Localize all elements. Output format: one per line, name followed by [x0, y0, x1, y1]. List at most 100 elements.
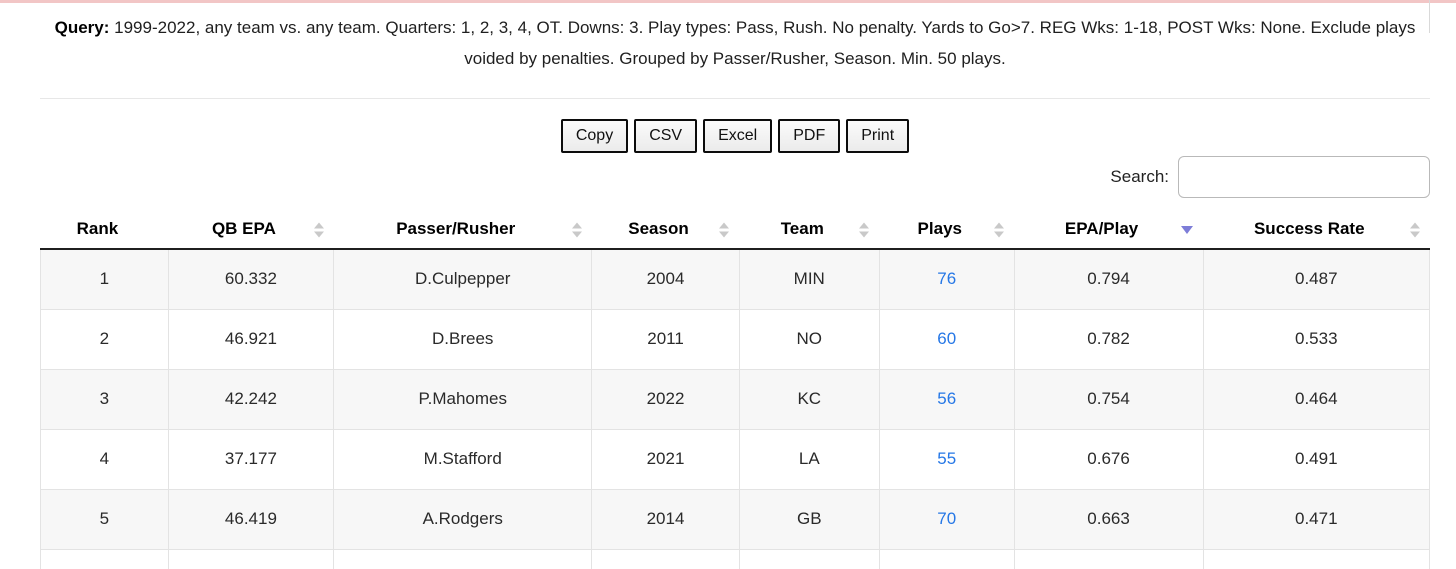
column-label: EPA/Play [1064, 219, 1139, 238]
pdf-button[interactable]: PDF [778, 119, 841, 153]
cell-team: GB [738, 488, 880, 550]
column-header-rank: Rank [40, 211, 169, 250]
sort-up-arrow-icon [719, 222, 730, 228]
plays-link[interactable]: 56 [937, 389, 957, 408]
cell-epa-play: 0.782 [1013, 308, 1204, 370]
table-body: 1 60.332 D.Culpepper 2004 MIN 76 0.794 0.487 2 46… [40, 248, 1431, 569]
cell-epa-play: 0.794 [1013, 248, 1204, 310]
sort-up-arrow-icon [859, 222, 870, 228]
column-label: Season [628, 219, 689, 238]
cell-success-rate: 0.471 [1202, 488, 1431, 550]
cell-plays: 70 [878, 488, 1015, 550]
cell-passer-rusher: D.Culpepper [333, 248, 593, 310]
sort-down-arrow-icon [994, 231, 1005, 237]
table-row-partial [40, 548, 1431, 569]
cell-rank: 2 [40, 308, 169, 370]
column-header-success-rate[interactable]: Success Rate [1203, 211, 1430, 250]
column-header-passer-rusher[interactable]: Passer/Rusher [333, 211, 592, 250]
table-row: 1 60.332 D.Culpepper 2004 MIN 76 0.794 0.487 [40, 248, 1431, 310]
column-label: Success Rate [1253, 219, 1365, 238]
sort-down-arrow-icon [1181, 225, 1194, 234]
sort-both-icon [313, 222, 324, 237]
cell-epa-play: 0.663 [1013, 488, 1204, 550]
column-label: Passer/Rusher [396, 219, 516, 238]
copy-button[interactable]: Copy [560, 119, 629, 153]
cell-season: 2004 [591, 248, 740, 310]
sort-both-icon [994, 222, 1005, 237]
search-label: Search: [1110, 167, 1169, 186]
cell-season: 2014 [591, 488, 740, 550]
cell-qb-epa [167, 548, 335, 569]
cell-passer-rusher: M.Stafford [333, 428, 593, 490]
cell-success-rate: 0.491 [1202, 428, 1431, 490]
column-header-season[interactable]: Season [591, 211, 740, 250]
plays-link[interactable]: 70 [937, 509, 957, 528]
table-row: 5 46.419 A.Rodgers 2014 GB 70 0.663 0.471 [40, 488, 1431, 550]
cell-plays: 60 [878, 308, 1015, 370]
column-label: Team [780, 219, 824, 238]
sort-up-arrow-icon [571, 222, 582, 228]
cell-team: NO [738, 308, 880, 370]
cell-season: 2011 [591, 308, 740, 370]
cell-success-rate: 0.487 [1202, 248, 1431, 310]
cell-team: MIN [738, 248, 880, 310]
excel-button[interactable]: Excel [703, 119, 773, 153]
cell-season: 2021 [591, 428, 740, 490]
cell-rank: 3 [40, 368, 169, 430]
cell-passer-rusher: D.Brees [333, 308, 593, 370]
query-divider [40, 98, 1430, 99]
cell-rank: 4 [40, 428, 169, 490]
cell-epa-play [1013, 548, 1204, 569]
query-label: Query: [54, 18, 110, 37]
column-header-epa-play[interactable]: EPA/Play [1014, 211, 1204, 250]
cell-qb-epa: 46.921 [167, 308, 335, 370]
cell-qb-epa: 60.332 [167, 248, 335, 310]
column-header-team[interactable]: Team [739, 211, 880, 250]
cell-rank [40, 548, 169, 569]
cell-season [591, 548, 740, 569]
sort-up-arrow-icon [1409, 222, 1420, 228]
sort-down-arrow-icon [571, 231, 582, 237]
column-label: Plays [917, 219, 962, 238]
cell-epa-play: 0.676 [1013, 428, 1204, 490]
cell-success-rate: 0.533 [1202, 308, 1431, 370]
sort-both-icon [571, 222, 582, 237]
column-header-plays[interactable]: Plays [879, 211, 1015, 250]
csv-button[interactable]: CSV [634, 119, 698, 153]
column-header-qb-epa[interactable]: QB EPA [168, 211, 334, 250]
cell-rank: 1 [40, 248, 169, 310]
plays-link[interactable]: 60 [937, 329, 957, 348]
query-text: 1999-2022, any team vs. any team. Quarte… [114, 18, 1416, 68]
search-row: Search: [40, 156, 1430, 198]
search-input[interactable] [1178, 156, 1430, 198]
cell-plays: 55 [878, 428, 1015, 490]
table-row: 3 42.242 P.Mahomes 2022 KC 56 0.754 0.464 [40, 368, 1431, 430]
export-toolbar: Copy CSV Excel PDF Print [40, 119, 1430, 153]
cell-passer-rusher [333, 548, 593, 569]
cell-qb-epa: 42.242 [167, 368, 335, 430]
table-row: 4 37.177 M.Stafford 2021 LA 55 0.676 0.491 [40, 428, 1431, 490]
cell-rank: 5 [40, 488, 169, 550]
table-header-row: Rank QB EPA Passer/Rusher Season Team Plays EP… [40, 211, 1430, 250]
sort-desc-active-icon [1181, 225, 1194, 234]
container-edge-line [1429, 0, 1430, 33]
cell-passer-rusher: P.Mahomes [333, 368, 593, 430]
table-row: 2 46.921 D.Brees 2011 NO 60 0.782 0.533 [40, 308, 1431, 370]
top-accent-bar [0, 0, 1456, 3]
stats-table: Rank QB EPA Passer/Rusher Season Team Plays EP… [40, 211, 1431, 569]
cell-success-rate: 0.464 [1202, 368, 1431, 430]
sort-both-icon [859, 222, 870, 237]
cell-season: 2022 [591, 368, 740, 430]
sort-down-arrow-icon [1409, 231, 1420, 237]
cell-qb-epa: 37.177 [167, 428, 335, 490]
cell-success-rate [1202, 548, 1431, 569]
page-content: Query: 1999-2022, any team vs. any team.… [0, 3, 1456, 569]
query-summary: Query: 1999-2022, any team vs. any team.… [40, 3, 1430, 74]
plays-link[interactable]: 76 [937, 269, 957, 289]
column-label: Rank [76, 219, 119, 238]
cell-team: KC [738, 368, 880, 430]
sort-up-arrow-icon [313, 222, 324, 228]
plays-link[interactable]: 55 [937, 449, 957, 468]
print-button[interactable]: Print [846, 119, 910, 153]
cell-team: LA [738, 428, 880, 490]
